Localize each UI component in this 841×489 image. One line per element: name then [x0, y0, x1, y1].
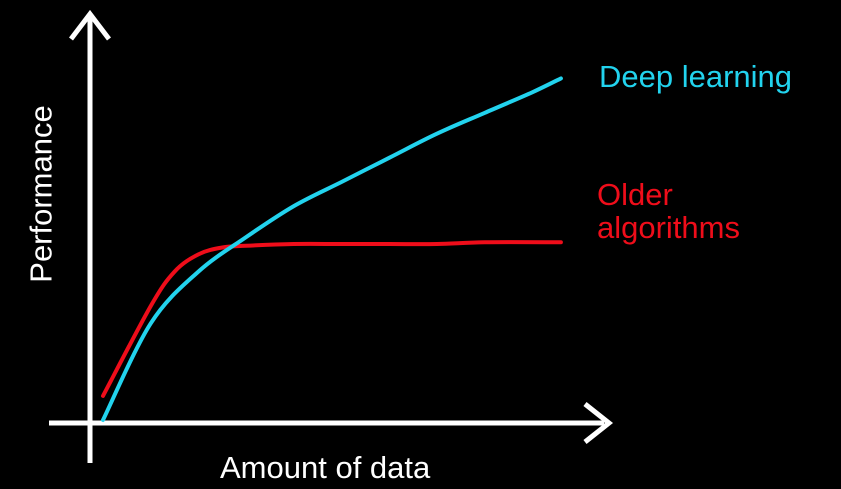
series-line-deep-learning: [101, 76, 563, 422]
series-layer: [101, 76, 563, 422]
series-label-deep-learning-line-1: Deep learning: [599, 59, 793, 94]
x-axis-label: Amount of data: [220, 450, 431, 485]
series-label-older-algorithms: Older algorithms: [597, 178, 740, 244]
x-axis-arrowhead: [583, 402, 614, 444]
y-axis-label: Performance: [23, 105, 59, 283]
y-axis-arrowhead: [69, 9, 111, 41]
series-label-older-algorithms-line-2: algorithms: [597, 210, 740, 245]
series-label-older-algorithms-line-1: Older: [597, 177, 673, 212]
series-line-older-algorithms: [101, 240, 563, 398]
axes: [49, 9, 614, 463]
series-label-deep-learning: Deep learning: [599, 60, 792, 93]
